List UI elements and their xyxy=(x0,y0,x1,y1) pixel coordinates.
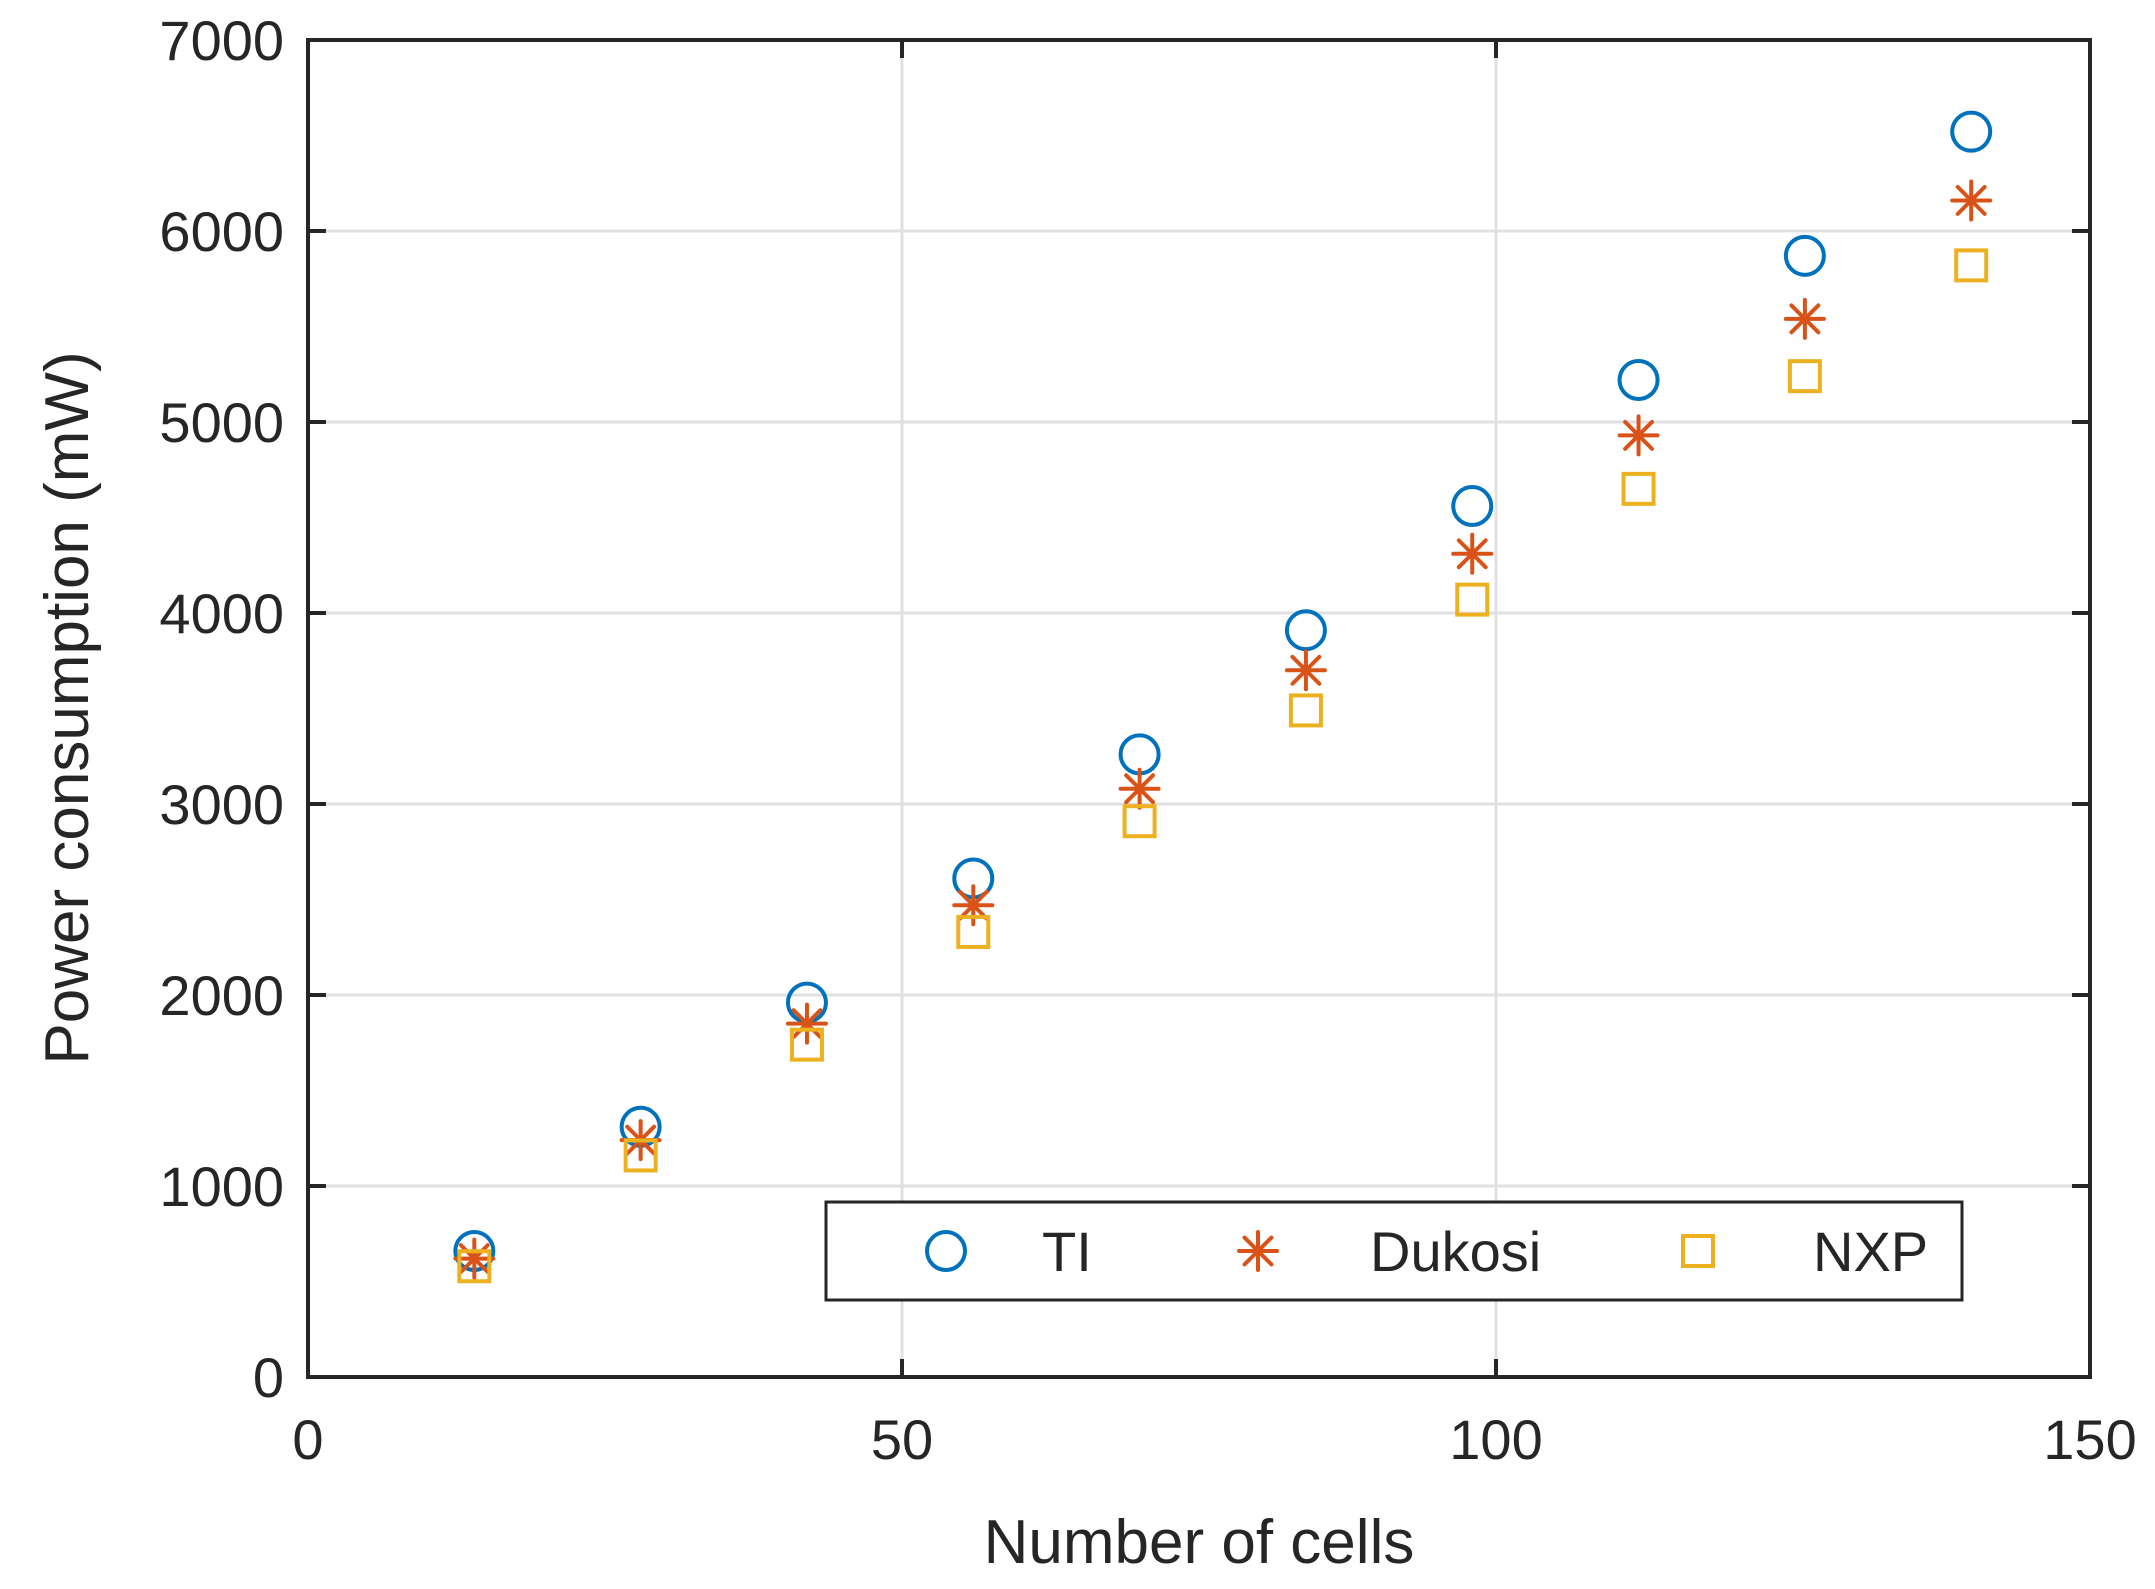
legend-label-dukosi: Dukosi xyxy=(1370,1220,1541,1283)
data-point-ti xyxy=(1451,485,1494,528)
data-point-ti xyxy=(1284,609,1327,652)
data-series xyxy=(453,110,1993,1284)
asterisk-stroke xyxy=(1789,303,1821,335)
data-point-nxp xyxy=(956,914,991,949)
data-point-nxp xyxy=(457,1249,492,1284)
legend: TI Dukosi NXP xyxy=(824,1200,1964,1302)
data-point-ti xyxy=(1950,110,1993,153)
y-tick-label: 0 xyxy=(253,1346,284,1409)
data-point-dukosi xyxy=(1118,767,1161,810)
data-point-nxp xyxy=(1954,248,1989,283)
asterisk-stroke xyxy=(957,889,989,921)
data-point-dukosi xyxy=(1451,532,1494,575)
asterisk-stroke xyxy=(1124,773,1156,805)
grid xyxy=(308,40,2090,1377)
asterisk-stroke xyxy=(1242,1235,1274,1267)
data-point-dukosi xyxy=(1950,179,1993,222)
x-axis-tick-labels: 0 50 100 150 xyxy=(292,1408,2136,1471)
x-axis-label: Number of cells xyxy=(984,1508,1415,1577)
legend-marker-nxp xyxy=(1681,1234,1715,1268)
y-tick-label: 7000 xyxy=(159,9,284,72)
y-tick-label: 5000 xyxy=(159,391,284,454)
data-point-dukosi xyxy=(785,1002,828,1045)
data-point-nxp xyxy=(789,1027,824,1062)
axis-ticks xyxy=(306,38,2092,1379)
y-tick-label: 1000 xyxy=(159,1155,284,1218)
y-tick-label: 2000 xyxy=(159,964,284,1027)
y-tick-label: 3000 xyxy=(159,773,284,836)
data-point-nxp xyxy=(1621,471,1656,506)
asterisk-stroke xyxy=(1955,185,1987,216)
asterisk-stroke xyxy=(791,1008,823,1040)
data-point-nxp xyxy=(1288,693,1323,728)
legend-entry-dukosi: Dukosi xyxy=(1237,1220,1541,1283)
legend-marker-dukosi xyxy=(1237,1230,1279,1272)
y-tick-label: 6000 xyxy=(159,200,284,263)
x-tick-label: 50 xyxy=(871,1408,933,1471)
data-point-ti xyxy=(1617,358,1660,401)
asterisk-stroke xyxy=(1623,419,1654,451)
y-axis-label: Power consumption (mW) xyxy=(33,351,102,1064)
data-point-ti xyxy=(1783,234,1826,277)
x-tick-label: 0 xyxy=(292,1408,323,1471)
asterisk-stroke xyxy=(1290,654,1322,686)
legend-label-nxp: NXP xyxy=(1813,1220,1928,1283)
y-tick-label: 4000 xyxy=(159,582,284,645)
series-nxp xyxy=(457,248,1989,1284)
y-axis-tick-labels: 0 1000 2000 3000 4000 5000 6000 7000 xyxy=(159,9,284,1409)
legend-items: TI Dukosi NXP xyxy=(925,1220,1928,1283)
data-point-dukosi xyxy=(1284,649,1327,692)
plot-area-frame xyxy=(306,38,2092,1379)
legend-entry-nxp: NXP xyxy=(1681,1220,1928,1283)
x-tick-label: 150 xyxy=(2043,1408,2136,1471)
data-point-nxp xyxy=(1455,582,1490,617)
asterisk-stroke xyxy=(1456,538,1488,570)
legend-label-ti: TI xyxy=(1042,1220,1092,1283)
data-point-nxp xyxy=(1787,359,1822,394)
legend-box xyxy=(824,1200,1964,1302)
legend-entry-ti: TI xyxy=(925,1220,1092,1283)
legend-marker-ti xyxy=(925,1230,967,1272)
data-point-dukosi xyxy=(1783,297,1826,340)
data-point-nxp xyxy=(623,1138,658,1173)
data-point-nxp xyxy=(1122,804,1157,839)
data-point-dukosi xyxy=(1617,414,1660,457)
x-tick-label: 100 xyxy=(1449,1408,1542,1471)
